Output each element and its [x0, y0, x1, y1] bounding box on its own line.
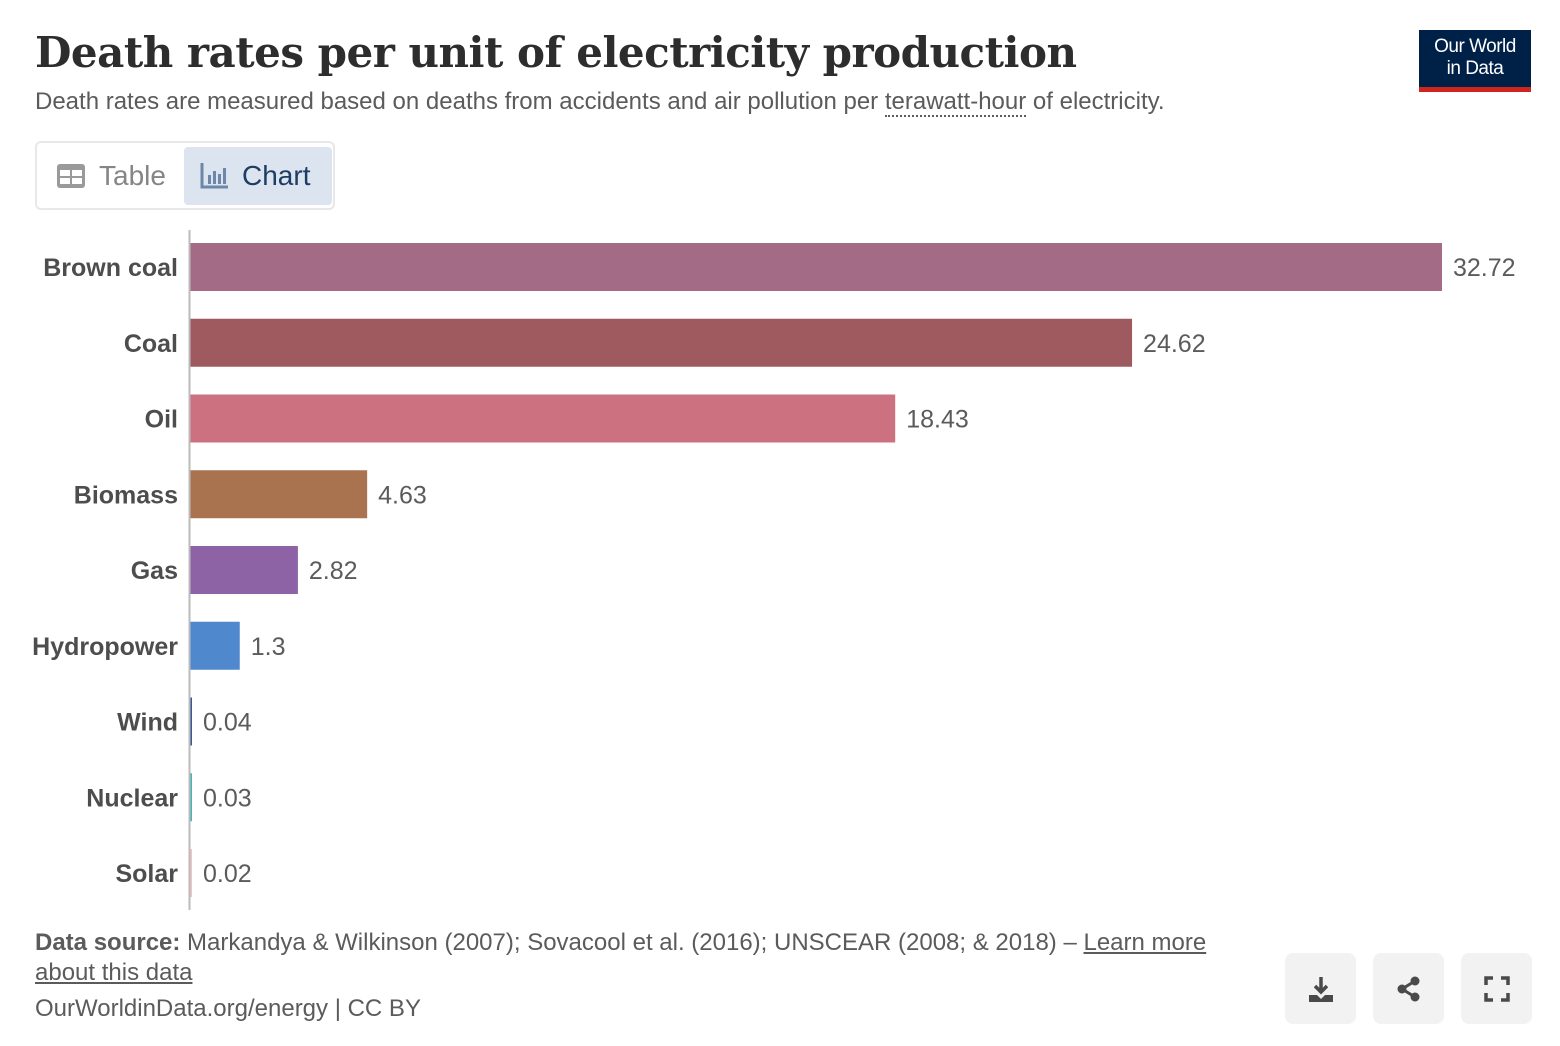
category-label: Coal — [124, 330, 178, 358]
value-label: 1.3 — [251, 633, 286, 661]
view-tabs: Table Chart — [35, 141, 335, 210]
bar-chart: Brown coal 32.72 Coal 24.62 Oil 18.43 Biomass 4… — [32, 230, 1516, 910]
download-icon — [1308, 976, 1333, 1002]
learn-more-link[interactable]: Learn more about this data — [35, 929, 1207, 986]
value-label: 0.04 — [203, 709, 252, 737]
fullscreen-button[interactable] — [1461, 953, 1532, 1024]
value-label: 24.62 — [1143, 330, 1206, 358]
tab-table[interactable]: Table — [41, 147, 181, 205]
value-label: 0.03 — [203, 784, 252, 812]
terawatt-hour-term[interactable]: terawatt-hour — [884, 88, 1027, 117]
bar-gas[interactable] — [190, 546, 298, 594]
table-icon — [57, 164, 85, 188]
chart-title: Death rates per unit of electricity prod… — [35, 28, 1077, 77]
source-text: Markandya & Wilkinson (2007); Sovacool e… — [180, 929, 1084, 956]
fullscreen-icon — [1483, 975, 1510, 1002]
share-button[interactable] — [1373, 953, 1444, 1024]
value-label: 4.63 — [378, 481, 427, 509]
chart-subtitle: Death rates are measured based on deaths… — [35, 88, 1165, 117]
subtitle-text: Death rates are measured based on deaths… — [35, 88, 885, 115]
category-label: Nuclear — [86, 784, 178, 812]
value-label: 32.72 — [1453, 254, 1516, 282]
bar-hydropower[interactable] — [190, 621, 240, 670]
bar-solar[interactable] — [190, 849, 192, 897]
value-label: 2.82 — [309, 557, 358, 585]
category-label: Gas — [131, 557, 178, 585]
category-label: Oil — [145, 406, 178, 434]
download-button[interactable] — [1285, 953, 1356, 1024]
category-label: Biomass — [74, 481, 178, 509]
subtitle-text-end: of electricity. — [1026, 88, 1165, 115]
category-label: Brown coal — [43, 254, 178, 282]
data-source: Data source: Markandya & Wilkinson (2007… — [35, 928, 1255, 988]
share-icon — [1397, 976, 1419, 1001]
tab-chart-label: Chart — [242, 160, 311, 191]
bar-nuclear[interactable] — [190, 773, 192, 822]
value-label: 0.02 — [203, 860, 252, 888]
category-label: Wind — [117, 709, 178, 737]
bar-coal[interactable] — [190, 318, 1133, 367]
owid-logo[interactable]: Our World in Data — [1419, 30, 1531, 92]
tab-chart[interactable]: Chart — [184, 147, 332, 205]
value-label: 18.43 — [906, 406, 969, 434]
bar-brown-coal[interactable] — [190, 243, 1442, 291]
category-label: Solar — [115, 860, 178, 888]
source-label: Data source: — [35, 929, 181, 956]
bar-oil[interactable] — [190, 394, 896, 443]
category-label: Hydropower — [32, 633, 178, 661]
bar-chart-icon — [200, 163, 228, 189]
bar-biomass[interactable] — [190, 470, 368, 519]
bar-wind[interactable] — [190, 697, 192, 746]
source-url[interactable]: OurWorldinData.org/energy | CC BY — [35, 995, 421, 1022]
tab-table-label: Table — [99, 160, 166, 191]
